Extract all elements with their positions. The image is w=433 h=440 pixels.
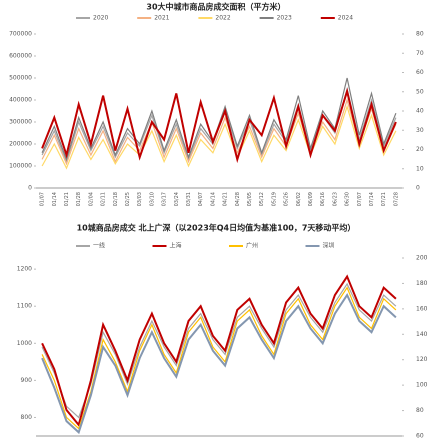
series-line <box>41 293 397 435</box>
legend-label: 上海 <box>170 242 182 250</box>
x-tick-label: 02/11 <box>101 192 107 206</box>
chart-title: 30大中城市商品房成交面积（平方米） <box>146 2 285 12</box>
y2-tick-label: 120 <box>416 356 428 363</box>
y2-tick-label: 160 <box>416 305 428 312</box>
x-tick-label: 06/16 <box>320 192 326 206</box>
x-tick-label: 05/12 <box>259 192 265 206</box>
x-tick-label: 07/21 <box>381 192 387 206</box>
x-tick-label: 06/09 <box>308 192 314 206</box>
y-tick-label: 800 <box>21 414 33 421</box>
legend-label: 一线 <box>93 242 105 250</box>
x-tick-label: 02/04 <box>88 192 94 206</box>
y-tick-label: 1000 <box>17 340 32 347</box>
x-tick-label: 02/25 <box>125 192 131 206</box>
legend-label: 2021 <box>154 15 169 22</box>
x-tick-label: 07/07 <box>357 192 363 206</box>
x-tick-label: 06/02 <box>296 192 302 206</box>
x-tick-label: 03/03 <box>137 192 143 206</box>
y2-tick-label: 0 <box>416 185 420 192</box>
y2-tick-label: 70 <box>416 50 424 57</box>
y2-tick-label: 60 <box>416 433 424 440</box>
x-tick-label: 07/28 <box>393 192 399 206</box>
x-tick-label: 01/07 <box>40 192 46 206</box>
series-line <box>41 274 397 428</box>
y2-tick-label: 180 <box>416 280 428 287</box>
y2-tick-label: 80 <box>416 407 424 414</box>
x-tick-label: 05/19 <box>271 192 277 206</box>
y-tick-label: 1200 <box>17 266 32 273</box>
x-tick-label: 04/21 <box>223 192 229 206</box>
y-tick-label: 900 <box>21 377 33 384</box>
series-line <box>41 97 397 166</box>
x-tick-label: 04/07 <box>198 192 204 206</box>
y-tick-label: 700000 <box>9 31 32 38</box>
x-tick-label: 03/24 <box>174 192 180 206</box>
y2-tick-label: 20 <box>416 146 424 153</box>
x-tick-label: 04/28 <box>235 192 241 206</box>
x-tick-label: 05/26 <box>284 192 290 206</box>
x-tick-label: 01/28 <box>76 192 82 206</box>
y-tick-label: 600000 <box>9 53 32 60</box>
y-tick-label: 500000 <box>9 75 32 82</box>
legend-label: 2024 <box>338 15 353 22</box>
y2-tick-label: 30 <box>416 127 424 134</box>
series-line <box>41 104 397 170</box>
x-tick-label: 01/21 <box>64 192 70 206</box>
y-tick-label: 1100 <box>17 303 32 310</box>
y2-tick-label: 100 <box>416 382 428 389</box>
y2-tick-label: 140 <box>416 331 428 338</box>
legend-label: 2022 <box>215 15 230 22</box>
y2-tick-label: 50 <box>416 88 424 95</box>
y2-tick-label: 10 <box>416 165 424 172</box>
y2-tick-label: 40 <box>416 108 424 115</box>
x-tick-label: 03/31 <box>186 192 192 206</box>
legend-label: 广州 <box>246 242 258 250</box>
x-tick-label: 04/14 <box>210 192 216 206</box>
y-tick-label: 400000 <box>9 97 32 104</box>
y2-tick-label: 200 <box>416 255 428 262</box>
x-tick-label: 03/10 <box>149 192 155 206</box>
y2-tick-label: 60 <box>416 69 424 76</box>
x-tick-label: 02/18 <box>113 192 119 206</box>
y-tick-label: 100000 <box>9 163 32 170</box>
series-line <box>41 282 397 419</box>
x-tick-label: 06/23 <box>332 192 338 206</box>
x-tick-label: 05/05 <box>247 192 253 206</box>
x-tick-label: 06/30 <box>345 192 351 206</box>
legend-label: 2023 <box>277 15 292 22</box>
x-tick-label: 07/14 <box>369 192 375 206</box>
y-tick-label: 300000 <box>9 119 32 126</box>
chart-title: 10城商品房成交 北上广深（以2023年Q4日均值为基准100，7天移动平均） <box>77 223 356 233</box>
legend-label: 2020 <box>93 15 108 22</box>
series-line <box>41 286 397 430</box>
y-tick-label: 200000 <box>9 141 32 148</box>
y-tick-label: 0 <box>28 185 32 192</box>
x-tick-label: 01/14 <box>52 192 58 206</box>
legend-label: 深圳 <box>323 242 335 250</box>
series-line <box>41 87 397 164</box>
x-tick-label: 03/17 <box>162 192 168 206</box>
y2-tick-label: 80 <box>416 31 424 38</box>
